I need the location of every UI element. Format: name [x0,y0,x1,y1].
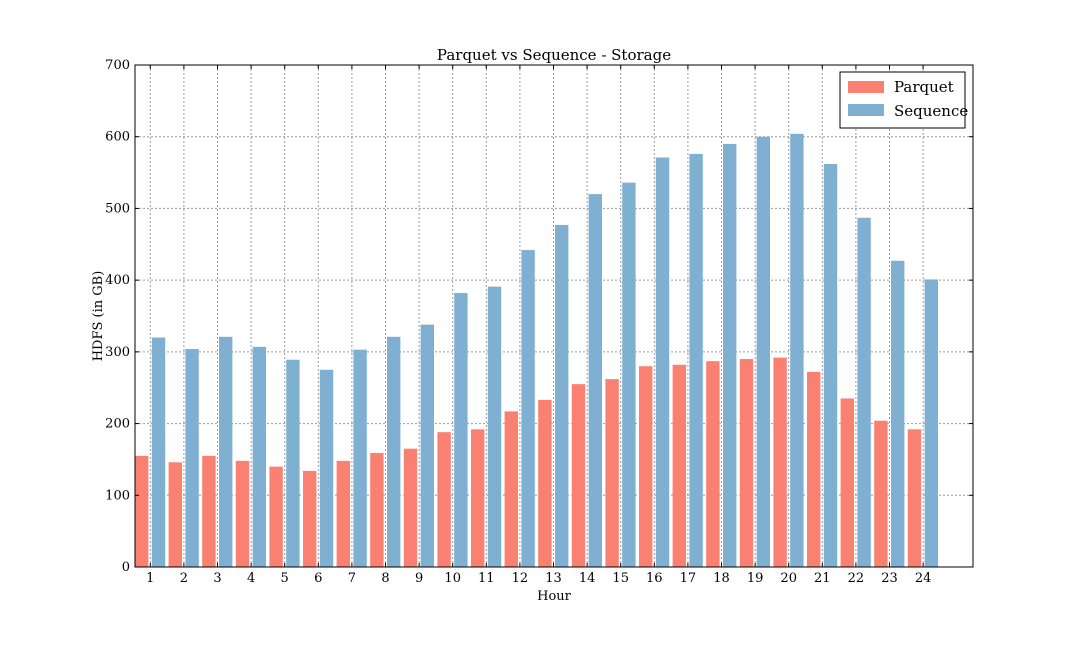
chart-title: Parquet vs Sequence - Storage [437,46,671,64]
bar-parquet-hour-17 [672,364,686,567]
y-tick-label: 100 [105,488,130,503]
x-tick-label: 19 [747,571,764,586]
legend-label-sequence: Sequence [894,102,968,120]
bar-parquet-hour-2 [168,462,182,567]
x-tick-labels: 1 2 3 4 5 6 7 8 9 10 11 12 13 14 15 16 17 18 19 20 21 22 23 24 [146,571,931,586]
bar-parquet-hour-18 [706,361,720,567]
x-tick-label: 16 [646,571,663,586]
bar-sequence-hour-2 [185,348,199,567]
bar-parquet-hour-13 [538,399,552,567]
y-tick-label: 300 [105,345,130,360]
y-tick-label: 600 [105,130,130,145]
legend-swatch-sequence [848,104,884,116]
x-tick-label: 7 [348,571,356,586]
x-tick-label: 12 [512,571,529,586]
bar-sequence-hour-18 [723,143,737,567]
legend-swatch-parquet [848,81,884,93]
bar-sequence-hour-19 [756,136,770,567]
y-tick-label: 200 [105,417,130,432]
bar-parquet-hour-7 [336,460,350,567]
bar-parquet-hour-11 [471,429,485,567]
x-tick-label: 9 [415,571,423,586]
x-axis-title: Hour [537,589,572,604]
bar-parquet-hour-9 [403,448,418,567]
bar-sequence-hour-1 [151,337,166,567]
axis-ticks [135,64,973,568]
bar-parquet-hour-10 [437,432,451,567]
bar-parquet-hour-3 [202,455,216,567]
x-tick-label: 24 [915,571,932,586]
x-tick-label: 18 [713,571,730,586]
legend: Parquet Sequence [839,71,968,129]
bar-sequence-hour-20 [790,133,804,568]
bar-parquet-hour-23 [874,420,888,567]
y-tick-label: 500 [105,201,130,216]
bar-sequence-hour-17 [689,153,703,567]
bar-sequence-hour-12 [521,250,535,567]
x-tick-label: 22 [848,571,865,586]
y-tick-label: 0 [122,560,130,575]
bar-parquet-hour-8 [370,452,384,567]
bar-sequence-hour-23 [891,260,905,567]
bar-parquet-hour-22 [840,398,854,567]
bar-parquet-hour-15 [605,379,619,567]
bar-sequence-hour-7 [353,349,367,567]
x-tick-label: 2 [180,571,188,586]
bar-sequence-hour-24 [924,279,938,567]
bar-sequence-hour-4 [252,346,266,567]
bar-sequence-hour-5 [286,359,300,567]
bar-parquet-hour-16 [639,366,653,567]
bar-parquet-hour-20 [773,357,787,567]
y-axis-title: HDFS (in GB) [91,271,106,362]
bar-parquet-hour-1 [135,455,149,567]
bar-parquet-hour-14 [571,384,586,567]
bar-sequence-hour-8 [387,336,401,567]
bar-parquet-hour-24 [907,429,922,567]
x-tick-label: 15 [612,571,629,586]
x-tick-label: 3 [213,571,221,586]
bar-sequence-hour-14 [588,194,602,568]
legend-label-parquet: Parquet [894,78,954,96]
x-tick-label: 4 [247,571,255,586]
bar-sequence-hour-22 [857,217,871,567]
bar-sequence-hour-10 [454,293,468,567]
bar-parquet-hour-21 [807,371,821,567]
x-tick-label: 14 [579,571,596,586]
bar-sequence-hour-9 [420,324,434,567]
y-tick-label: 700 [105,58,130,73]
x-tick-label: 11 [478,571,495,586]
x-tick-label: 1 [146,571,154,586]
bar-parquet-hour-19 [739,359,754,567]
bar-parquet-hour-4 [235,460,250,567]
x-tick-label: 8 [381,571,389,586]
y-tick-labels: 0 100 200 300 400 500 600 700 [105,58,130,575]
bar-sequence-hour-3 [219,336,233,567]
x-tick-label: 23 [881,571,898,586]
bars [135,133,938,568]
bar-sequence-hour-15 [622,182,636,567]
x-tick-label: 13 [545,571,562,586]
bar-sequence-hour-13 [555,224,569,567]
bar-parquet-hour-12 [504,411,518,567]
bar-parquet-hour-6 [303,470,317,567]
bar-sequence-hour-6 [319,369,334,567]
y-tick-label: 400 [105,273,130,288]
bar-parquet-hour-5 [269,466,283,567]
x-tick-label: 5 [281,571,289,586]
x-tick-label: 20 [780,571,797,586]
x-tick-label: 10 [444,571,461,586]
bar-sequence-hour-11 [487,286,502,567]
x-tick-label: 17 [680,571,697,586]
x-tick-label: 6 [314,571,322,586]
x-tick-label: 21 [814,571,831,586]
bar-sequence-hour-21 [823,163,838,568]
bar-sequence-hour-16 [655,157,670,568]
